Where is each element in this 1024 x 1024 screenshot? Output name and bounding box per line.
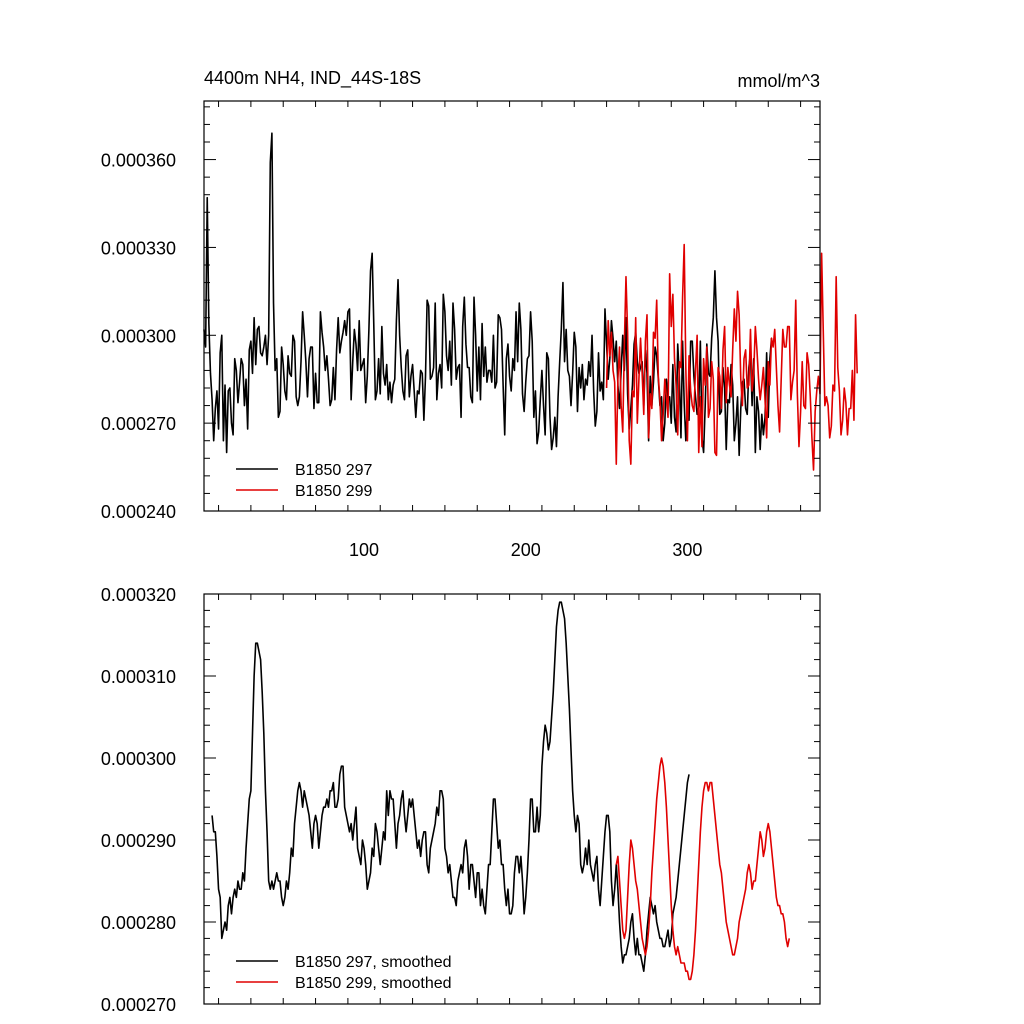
bottom-legend: B1850 297, smoothed B1850 299, smoothed (236, 954, 452, 992)
top-chart-title: 4400m NH4, IND_44S-18S (204, 68, 421, 89)
top-y-tick-label: 0.000330 (101, 238, 176, 258)
top-y-tick-label: 0.000270 (101, 414, 176, 434)
top-legend-label-1: B1850 297 (295, 462, 373, 479)
top-plot-frame (203, 100, 821, 512)
top-series-group (203, 132, 858, 471)
bottom-y-tick-label: 0.000270 (101, 995, 176, 1015)
bottom-series-line-1 (211, 601, 690, 973)
top-chart-units: mmol/m^3 (738, 71, 820, 91)
bottom-panel: 0.000270 0.000280 0.000290 0.000300 0.000310… (101, 585, 821, 1015)
top-series-line-2 (605, 243, 858, 471)
top-x-tick-label: 300 (672, 540, 702, 560)
bottom-y-tick-label: 0.000300 (101, 749, 176, 769)
bottom-series-line-2 (615, 757, 791, 981)
bottom-y-tick-label: 0.000280 (101, 913, 176, 933)
bottom-axes-group: 0.000270 0.000280 0.000290 0.000300 0.000310… (101, 585, 821, 1015)
top-x-tick-label: 200 (511, 540, 541, 560)
bottom-series-group (211, 601, 791, 981)
top-y-tick-label: 0.000240 (101, 502, 176, 522)
top-x-tick-label: 100 (349, 540, 379, 560)
bottom-legend-label-1: B1850 297, smoothed (295, 954, 452, 971)
top-axes-group: 100 200 300 0.000240 0.000270 0.000300 0.00033… (101, 100, 821, 560)
bottom-y-tick-label: 0.000310 (101, 667, 176, 687)
bottom-y-tick-label: 0.000290 (101, 831, 176, 851)
top-panel: 4400m NH4, IND_44S-18S mmol/m^3 100 200 30… (101, 68, 858, 560)
top-y-tick-label: 0.000360 (101, 151, 176, 171)
top-legend: B1850 297 B1850 299 (236, 462, 373, 500)
bottom-plot-frame (203, 593, 821, 1005)
top-y-tick-label: 0.000300 (101, 326, 176, 346)
bottom-legend-label-2: B1850 299, smoothed (295, 975, 452, 992)
bottom-y-tick-label: 0.000320 (101, 585, 176, 605)
top-legend-label-2: B1850 299 (295, 483, 373, 500)
